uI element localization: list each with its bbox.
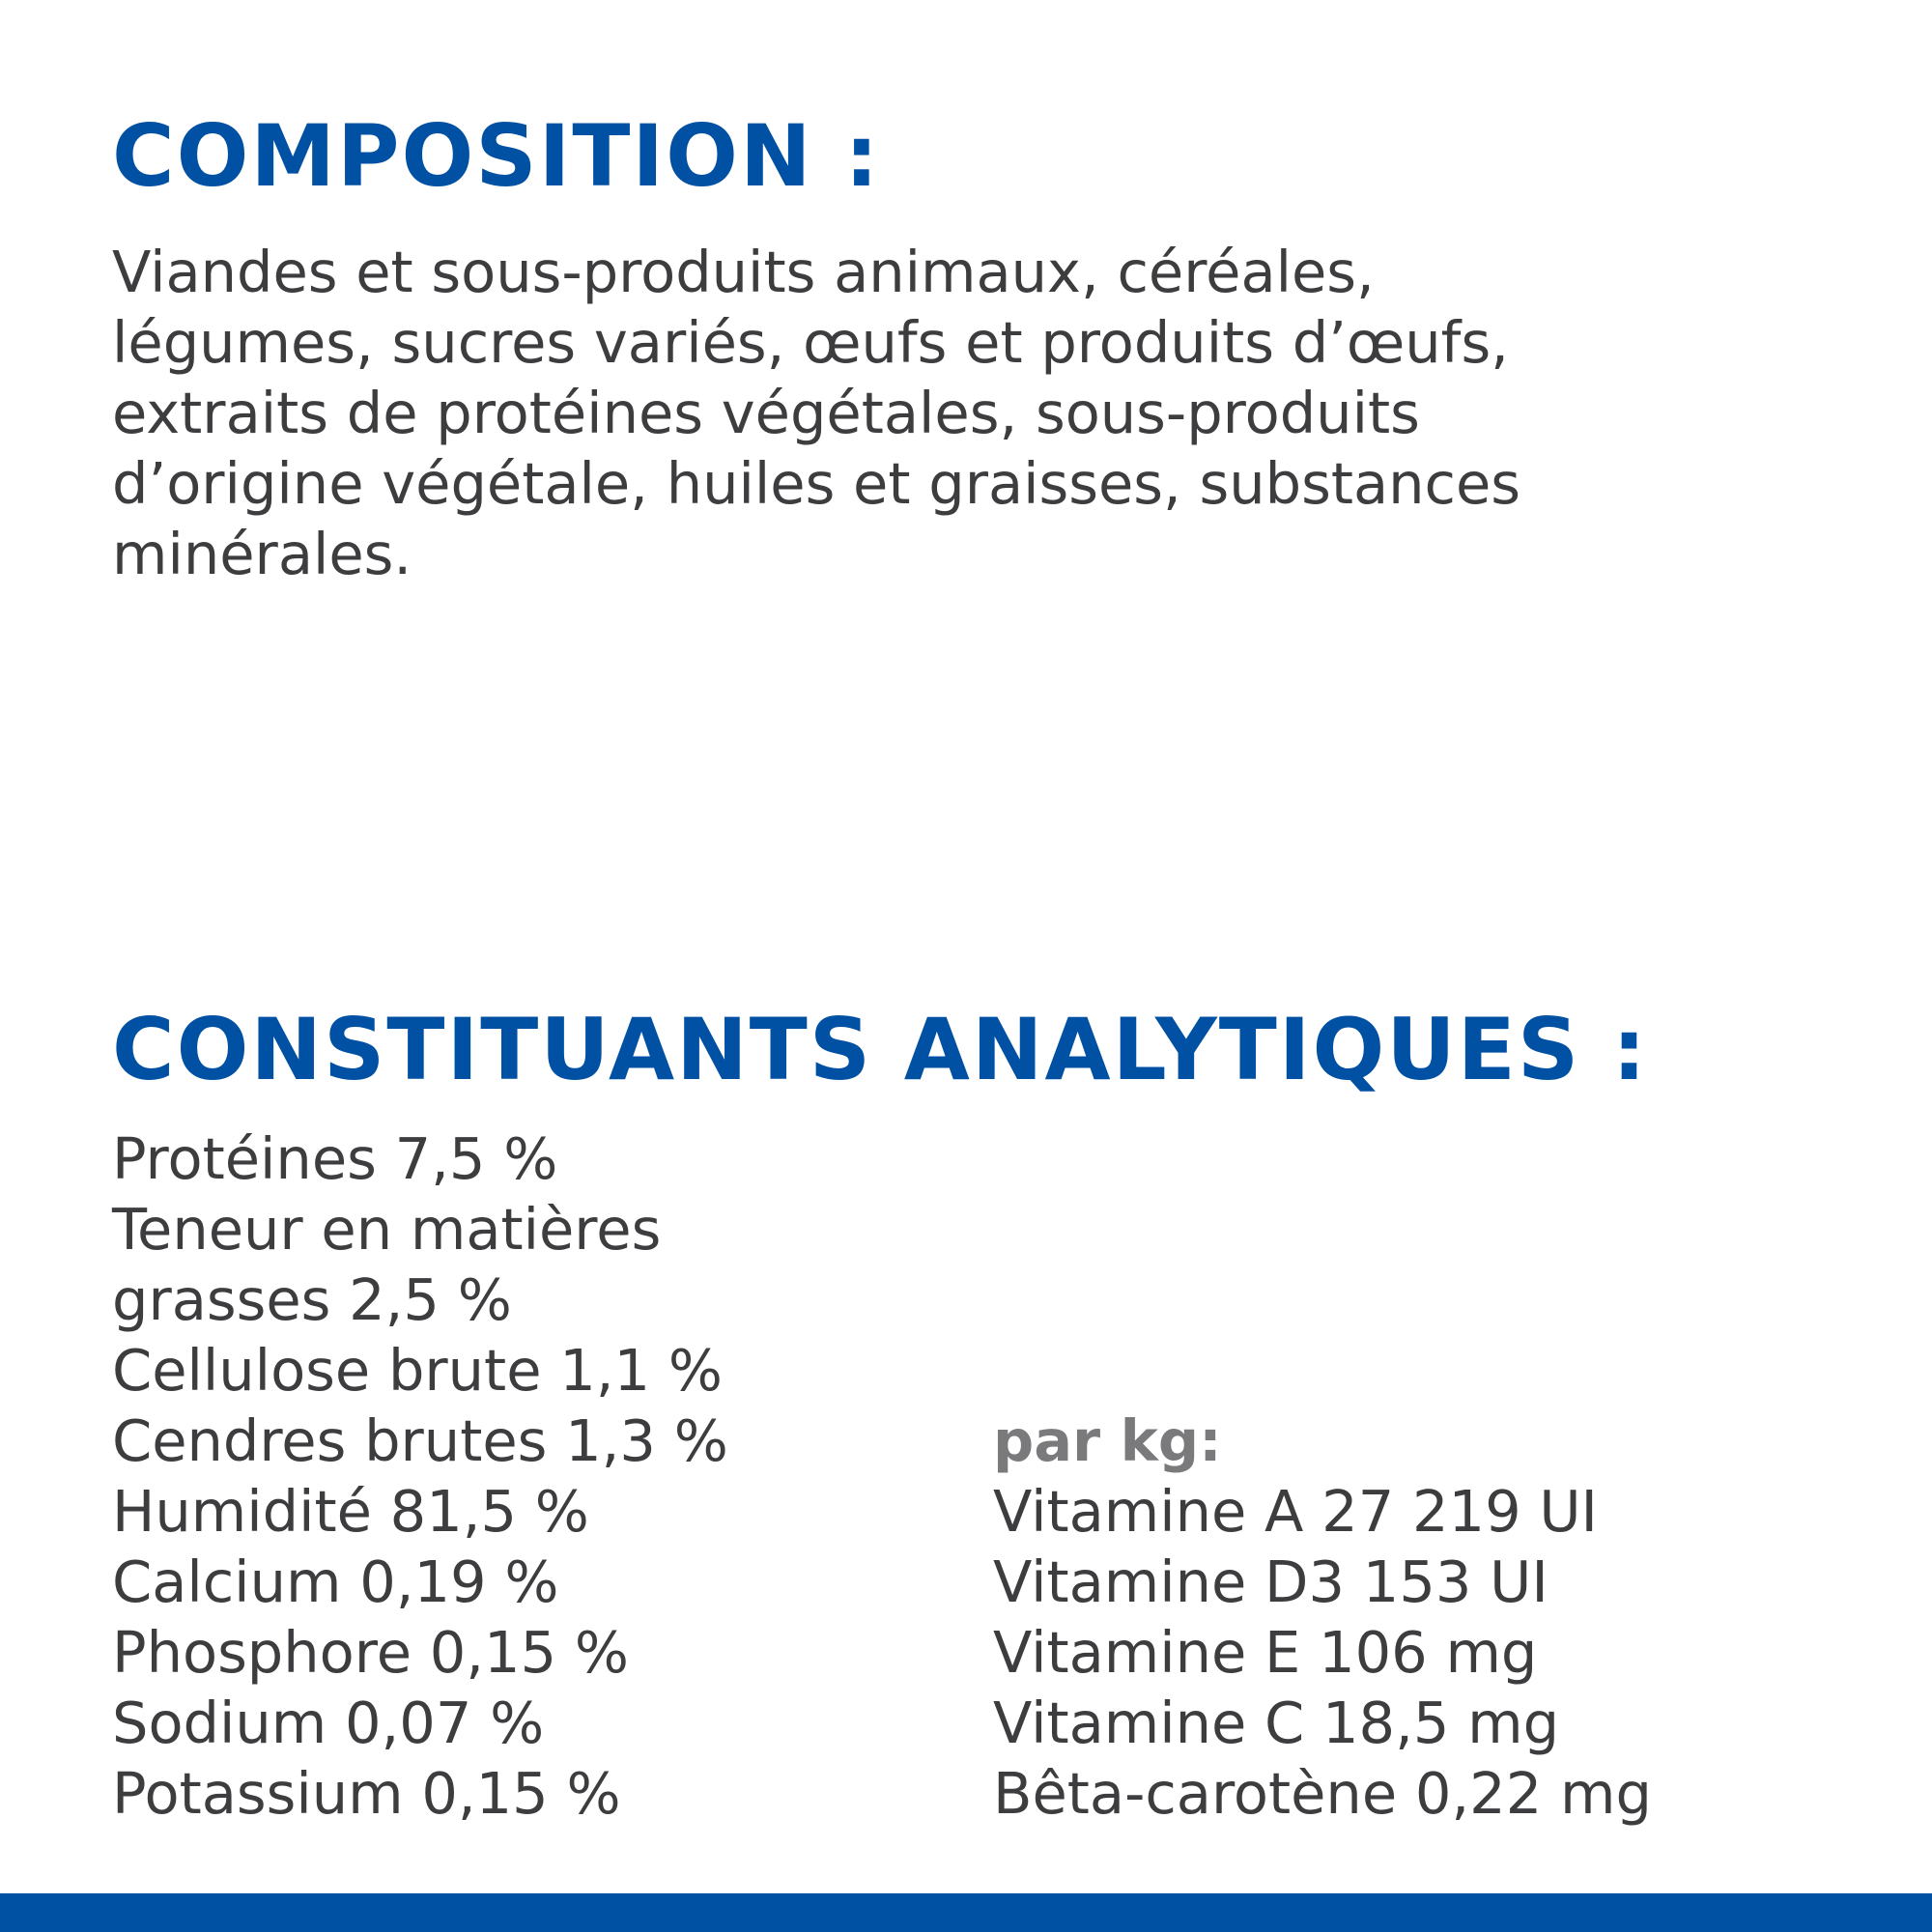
composition-line: extraits de protéines végétales, sous-pr… [112,380,1420,446]
vitamin-item: Vitamine E 106 mg [993,1619,1538,1686]
constituant-item: Phosphore 0,15 % [112,1619,629,1686]
constituant-item: grasses 2,5 % [112,1266,512,1333]
composition-text: Viandes et sous-produits animaux, céréal… [112,237,1520,589]
constituant-item: Cellulose brute 1,1 % [112,1337,723,1404]
vitamin-item: Vitamine C 18,5 mg [993,1690,1560,1756]
vitamin-item: Vitamine D3 153 UI [993,1548,1548,1615]
constituant-item: Cendres brutes 1,3 % [112,1407,728,1474]
vitamin-item: Vitamine A 27 219 UI [993,1478,1598,1545]
constituant-item: Protéines 7,5 % [112,1125,558,1192]
constituants-list: Protéines 7,5 % Teneur en matières grass… [112,1123,728,1829]
constituants-heading: CONSTITUANTS ANALYTIQUES : [112,1000,1649,1099]
composition-line: légumes, sucres variés, œufs et produits… [112,309,1509,376]
footer-band [0,1893,1932,1932]
composition-line: Viandes et sous-produits animaux, céréal… [112,239,1375,305]
constituant-item: Teneur en matières [112,1196,662,1263]
per-kg-list: par kg: Vitamine A 27 219 UI Vitamine D3… [993,1406,1652,1829]
composition-line: minérales. [112,521,412,587]
composition-heading: COMPOSITION : [112,106,881,206]
composition-line: d’origine végétale, huiles et graisses, … [112,450,1521,517]
constituant-item: Calcium 0,19 % [112,1548,559,1615]
per-kg-label: par kg: [993,1407,1222,1474]
constituant-item: Sodium 0,07 % [112,1690,545,1756]
constituant-item: Humidité 81,5 % [112,1478,589,1545]
vitamin-item: Bêta-carotène 0,22 mg [993,1760,1652,1827]
constituant-item: Potassium 0,15 % [112,1760,621,1827]
